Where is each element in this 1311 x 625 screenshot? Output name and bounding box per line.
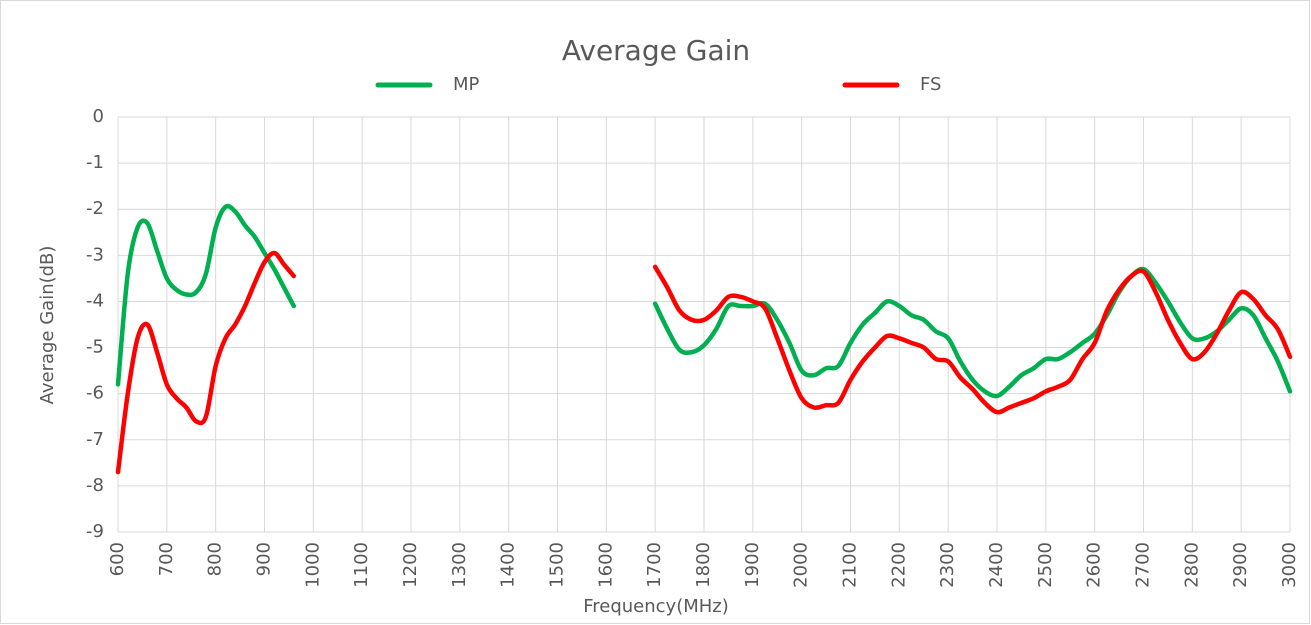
y-tick-label: -4: [86, 290, 104, 311]
legend-label: MP: [453, 74, 480, 95]
x-tick-label: 1100: [351, 542, 372, 588]
x-tick-label: 2100: [840, 542, 861, 588]
y-axis-label: Average Gain(dB): [37, 246, 58, 405]
y-tick-label: -7: [86, 429, 104, 450]
x-tick-label: 700: [156, 542, 177, 576]
x-tick-label: 600: [107, 542, 128, 576]
line-series: [115, 250, 1293, 475]
x-tick-label: 1300: [449, 542, 470, 588]
x-tick-label: 1800: [693, 542, 714, 588]
x-tick-label: 2400: [986, 542, 1007, 588]
x-tick-label: 1900: [742, 542, 763, 588]
x-tick-label: 1700: [644, 542, 665, 588]
x-tick-label: 2900: [1230, 542, 1251, 588]
chart-title: Average Gain: [562, 34, 750, 67]
x-tick-label: 2700: [1133, 542, 1154, 588]
x-tick-label: 1000: [302, 542, 323, 588]
x-tick-label: 1200: [400, 542, 421, 588]
y-tick-label: -3: [86, 244, 104, 265]
legend-label: FS: [920, 74, 941, 95]
x-tick-label: 2800: [1181, 542, 1202, 588]
x-tick-label: 1500: [547, 542, 568, 588]
y-tick-label: -5: [86, 337, 104, 358]
x-tick-label: 2300: [937, 542, 958, 588]
x-tick-label: 800: [205, 542, 226, 576]
x-tick-label: 1600: [595, 542, 616, 588]
y-tick-label: -6: [86, 383, 104, 404]
y-tick-label: -2: [86, 198, 104, 219]
x-tick-label: 2500: [1035, 542, 1056, 588]
y-tick-label: 0: [93, 106, 104, 127]
y-tick-label: -1: [86, 152, 104, 173]
y-tick-label: -8: [86, 475, 104, 496]
x-tick-label: 2200: [888, 542, 909, 588]
x-axis-label: Frequency(MHz): [583, 596, 729, 617]
y-tick-label: -9: [86, 521, 104, 542]
x-tick-label: 3000: [1279, 542, 1300, 588]
x-tick-label: 1400: [498, 542, 519, 588]
x-tick-label: 2600: [1084, 542, 1105, 588]
x-tick-label: 900: [254, 542, 275, 576]
x-tick-label: 2000: [791, 542, 812, 588]
